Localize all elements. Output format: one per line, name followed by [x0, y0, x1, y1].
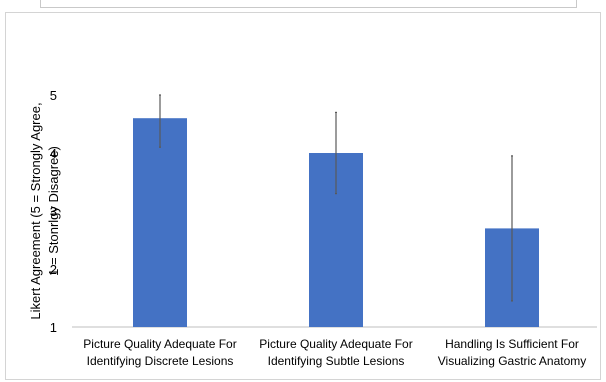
y-tick-label-2: 2	[50, 262, 57, 277]
error-bars	[159, 94, 513, 302]
category-label-3-line-2: Visualizing Gastric Anatomy	[438, 354, 587, 368]
category-label-3-line-1: Handling Is Sufficient For	[445, 337, 579, 351]
y-tick-label-4: 4	[50, 146, 57, 161]
bars	[133, 118, 539, 327]
y-tick-label-5: 5	[50, 88, 57, 103]
y-tick-labels: 1 2 3 4 5	[50, 88, 57, 335]
category-label-2-line-2: Identifying Subtle Lesions	[268, 354, 405, 368]
y-axis-title-line-1: Likert Agreement (5 = Strongly Agree,	[28, 102, 43, 319]
bar-1	[133, 118, 187, 327]
y-tick-label-3: 3	[50, 204, 57, 219]
y-axis-title: Likert Agreement (5 = Strongly Agree, 1 =…	[28, 102, 61, 319]
category-labels: Picture Quality Adequate For Identifying …	[83, 337, 586, 368]
category-label-1-line-1: Picture Quality Adequate For	[83, 337, 236, 351]
top-panel	[0, 0, 606, 12]
category-label-2-line-1: Picture Quality Adequate For	[259, 337, 412, 351]
top-panel-box	[40, 0, 577, 8]
y-tick-label-1: 1	[50, 320, 57, 335]
category-label-1-line-2: Identifying Discrete Lesions	[87, 354, 234, 368]
y-axis-title-line-2: 1 = Stonrlgy Disagree)	[46, 146, 61, 276]
